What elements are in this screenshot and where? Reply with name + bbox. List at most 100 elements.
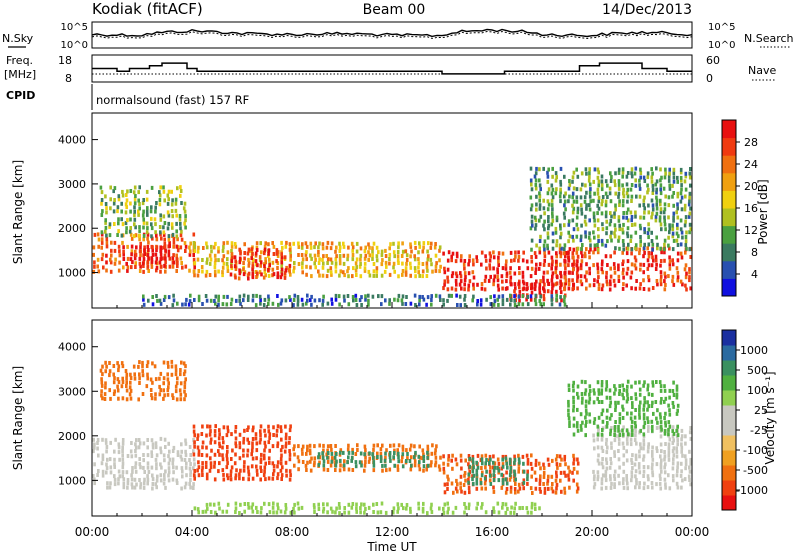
heatmap-cell [667,195,671,200]
heatmap-cell [337,294,341,299]
date-title: 14/Dec/2013 [602,2,692,18]
heatmap-cell [288,242,292,247]
heatmap-cell [529,297,533,302]
heatmap-cell [617,449,620,453]
heatmap-cell [517,250,520,255]
heatmap-cell [572,186,576,191]
heatmap-cell [647,425,650,429]
heatmap-cell [638,178,641,183]
heatmap-cell [534,298,537,303]
heatmap-cell [643,195,646,200]
heatmap-cell [242,448,245,453]
heatmap-cell [377,250,380,255]
heatmap-cell [668,266,672,271]
heatmap-cell [663,219,666,223]
heatmap-cell [113,240,117,245]
heatmap-cell [359,262,362,266]
heatmap-cell [205,241,208,246]
heatmap-cell [268,432,272,437]
x-tick-label: 04:00 [175,525,210,539]
heatmap-cell [368,456,371,461]
heatmap-cell [589,247,592,252]
heatmap-cell [167,461,171,466]
heatmap-cell [638,485,641,490]
heatmap-cell [450,481,454,486]
heatmap-cell [676,215,680,220]
heatmap-cell [542,462,545,467]
heatmap-cell [146,372,149,377]
heatmap-cell [509,466,513,470]
heatmap-cell [646,383,650,388]
heatmap-cell [133,197,137,202]
heatmap-cell [617,170,621,175]
heatmap-cell [529,274,533,279]
heatmap-cell [426,295,430,300]
heatmap-cell [592,420,596,425]
heatmap-cell [326,455,329,460]
heatmap-cell [196,257,200,262]
heatmap-cell [130,454,134,459]
heatmap-cell [476,282,479,287]
heatmap-cell [526,469,529,474]
heatmap-cell [113,198,116,202]
heatmap-cell [638,404,641,409]
heatmap-cell [513,258,516,263]
heatmap-cell [247,257,250,262]
heatmap-cell [154,209,157,214]
heatmap-cell [668,171,671,176]
heatmap-cell [680,445,684,450]
heatmap-cell [676,424,679,429]
heatmap-cell [150,264,154,269]
heatmap-cell [93,477,96,482]
heatmap-cell [572,453,575,458]
heatmap-cell [305,272,308,277]
heatmap-cell [538,167,541,172]
heatmap-cell [376,443,379,448]
heatmap-cell [621,174,624,179]
heatmap-cell [459,279,463,284]
heatmap-cell [564,266,567,271]
heatmap-cell [659,263,662,268]
heatmap-cell [179,221,182,226]
heatmap-cell [414,274,417,279]
heatmap-cell [588,167,591,172]
heatmap-cell [300,245,304,250]
heatmap-cell [671,466,675,471]
heatmap-cell [538,203,542,208]
heatmap-cell [576,391,579,396]
heatmap-cell [659,465,663,470]
heatmap-cell [184,225,187,230]
heatmap-cell [271,505,275,510]
heatmap-cell [672,179,676,184]
heatmap-cell [243,502,247,506]
heatmap-cell [230,264,233,269]
heatmap-cell [605,457,608,462]
heatmap-cell [630,419,634,424]
heatmap-cell [689,457,692,462]
heatmap-cell [109,440,112,445]
heatmap-cell [421,295,424,299]
heatmap-cell [359,274,363,279]
heatmap-cell [309,253,312,258]
heatmap-cell [675,428,678,433]
heatmap-cell [167,237,171,242]
heatmap-cell [609,266,612,271]
heatmap-cell [197,465,201,470]
heatmap-cell [114,437,117,442]
heatmap-cell [197,460,200,465]
heatmap-cell [284,503,288,507]
heatmap-cell [680,230,684,235]
heatmap-cell [688,175,692,180]
heatmap-cell [639,400,642,405]
heatmap-cell [171,303,175,308]
heatmap-cell [238,271,242,276]
heatmap-cell [688,465,691,470]
heatmap-cell [492,266,495,271]
heatmap-cell [621,392,624,397]
heatmap-cell [658,215,662,220]
heatmap-cell [654,218,658,223]
heatmap-cell [338,302,341,307]
heatmap-cell [559,290,563,295]
heatmap-cell [138,261,142,266]
heatmap-cell [634,469,638,474]
